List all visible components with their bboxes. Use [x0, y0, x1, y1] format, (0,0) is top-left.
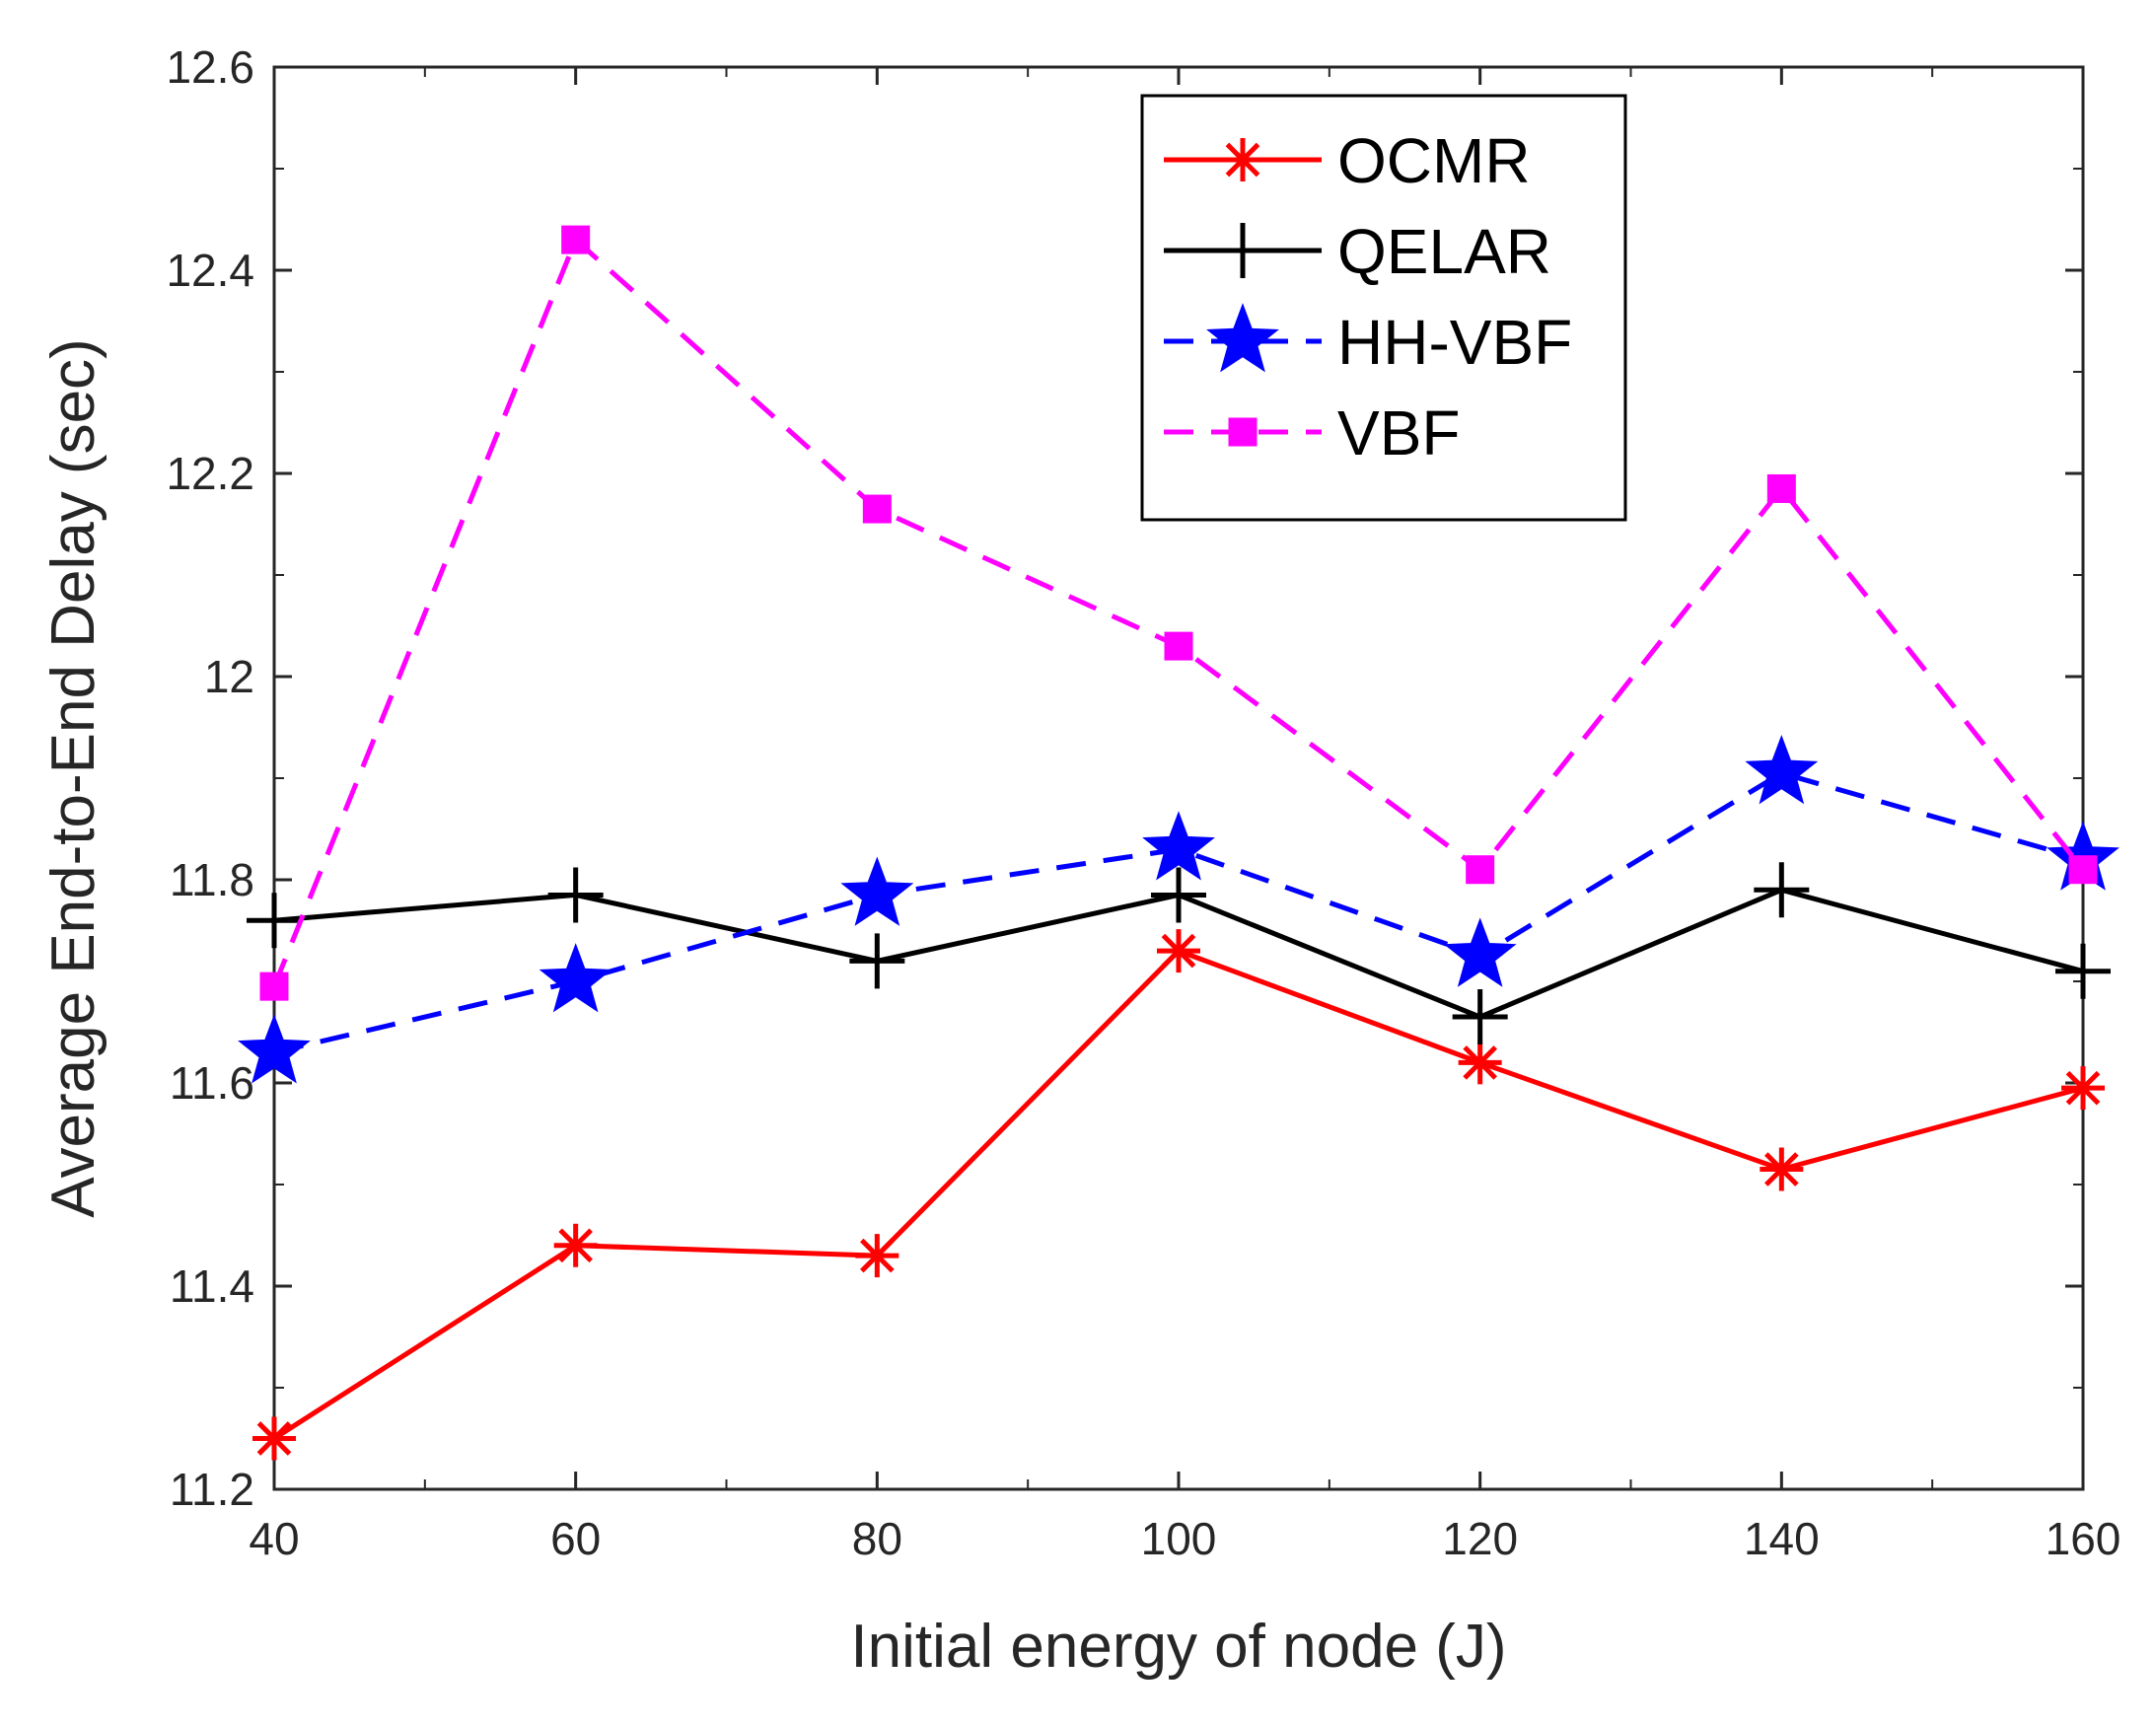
data-point-vbf [1766, 473, 1796, 503]
y-tick-label: 12.4 [166, 245, 254, 296]
x-tick-label: 60 [550, 1513, 601, 1564]
data-point-vbf [561, 225, 591, 254]
series-vbf [259, 225, 2098, 1001]
asterisk-stroke [860, 1238, 895, 1273]
asterisk-stroke [1463, 1045, 1497, 1080]
x-tick-label: 80 [852, 1513, 902, 1564]
x-tick-label: 40 [249, 1513, 299, 1564]
data-point-qelar [1452, 989, 1508, 1045]
asterisk-stroke [558, 1228, 593, 1263]
asterisk-stroke [1225, 142, 1260, 178]
y-tick-label: 12 [204, 651, 254, 702]
legend-entry-qelar: QELAR [1164, 216, 1551, 287]
y-tick-label: 12.2 [166, 448, 254, 499]
data-point-qelar [2055, 943, 2111, 999]
data-point-hh-vbf [539, 943, 612, 1013]
data-point-ocmr [252, 1416, 296, 1461]
y-tick-label: 11.2 [170, 1464, 254, 1515]
data-point-hh-vbf [840, 856, 914, 926]
y-tick-label: 12.6 [166, 41, 254, 93]
data-point-qelar [547, 867, 604, 923]
legend: OCMR QELAR HH-VBF VBF [1140, 94, 1627, 522]
x-tick-label: 140 [1744, 1513, 1820, 1564]
data-point-ocmr [553, 1223, 598, 1267]
data-point-qelar [1151, 867, 1206, 923]
y-tick-label: 11.4 [170, 1260, 254, 1312]
series-qelar [247, 862, 2111, 1045]
legend-label-hh-vbf: HH-VBF [1337, 307, 1572, 378]
y-tick-label: 11.8 [170, 854, 254, 905]
data-point-ocmr [1760, 1147, 1804, 1191]
legend-marker-ocmr [1221, 138, 1264, 181]
data-point-vbf [259, 971, 289, 1001]
data-point-hh-vbf [1443, 917, 1517, 987]
asterisk-stroke [256, 1421, 292, 1456]
data-point-vbf [1164, 631, 1193, 661]
legend-label-qelar: QELAR [1337, 216, 1551, 287]
data-point-ocmr [1458, 1041, 1502, 1085]
data-point-hh-vbf [238, 1014, 311, 1084]
legend-box [1140, 94, 1627, 522]
x-tick-label: 120 [1442, 1513, 1518, 1564]
data-point-hh-vbf [1142, 811, 1215, 881]
data-point-qelar [849, 933, 905, 989]
asterisk-stroke [1161, 933, 1196, 969]
series-ocmr [252, 929, 2105, 1461]
data-point-qelar [1754, 862, 1810, 918]
asterisk-stroke [2065, 1070, 2101, 1106]
legend-marker-vbf [1228, 417, 1258, 447]
y-tick-label: 11.6 [170, 1057, 254, 1109]
legend-label-ocmr: OCMR [1337, 125, 1531, 196]
data-point-hh-vbf [1745, 735, 1819, 805]
data-point-ocmr [855, 1234, 899, 1278]
legend-entry-ocmr: OCMR [1164, 125, 1531, 196]
series-line-ocmr [272, 948, 2084, 1441]
legend-label-vbf: VBF [1337, 397, 1460, 468]
x-axis-title: Initial energy of node (J) [850, 1613, 1506, 1681]
series-layer [238, 225, 2120, 1461]
legend-entry-hh-vbf: HH-VBF [1164, 303, 1572, 378]
x-tick-label: 100 [1141, 1513, 1217, 1564]
x-tick-label: 160 [2046, 1513, 2121, 1564]
axes: 40 60 80 100 120 140 160 11.2 11.4 11.6 11.8 12 12.2… [39, 41, 2120, 1681]
asterisk-stroke [1764, 1152, 1799, 1187]
data-point-ocmr [2061, 1066, 2105, 1111]
legend-entry-vbf: VBF [1164, 397, 1460, 468]
legend-marker-hh-vbf [1206, 303, 1279, 373]
y-axis-title: Average End-to-End Delay (sec) [39, 338, 108, 1217]
series-hh-vbf [238, 735, 2120, 1084]
data-point-ocmr [1157, 929, 1200, 973]
data-point-vbf [1466, 855, 1495, 885]
legend-marker-qelar [1215, 223, 1270, 278]
data-point-vbf [2068, 855, 2098, 885]
data-point-qelar [247, 893, 302, 949]
data-point-vbf [862, 494, 892, 524]
